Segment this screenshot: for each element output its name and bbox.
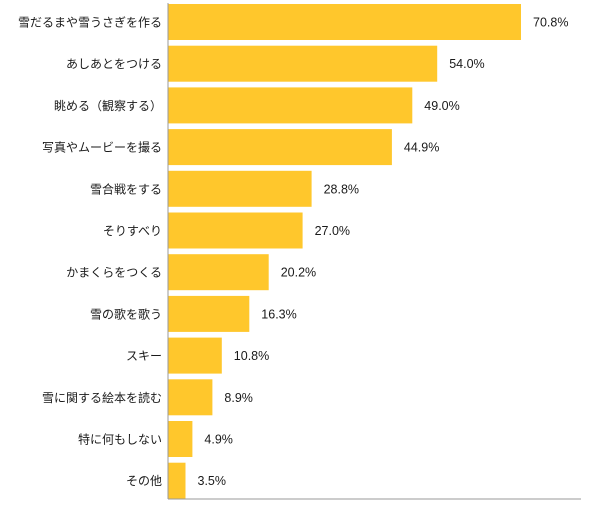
value-label: 54.0% <box>449 57 484 71</box>
value-label: 3.5% <box>198 474 227 488</box>
category-label: 雪に関する絵本を読む <box>42 390 162 405</box>
category-label: かまくらをつくる <box>66 266 162 280</box>
category-label: あしあとをつける <box>66 57 162 71</box>
value-label: 27.0% <box>315 224 350 238</box>
category-label: そりすべり <box>103 224 162 238</box>
bar <box>168 337 222 374</box>
value-label: 20.2% <box>281 266 316 280</box>
value-label: 8.9% <box>224 391 253 405</box>
category-label: 雪合戦をする <box>90 181 162 196</box>
value-label: 49.0% <box>424 99 459 113</box>
bar <box>168 170 312 207</box>
category-label: 雪だるまや雪うさぎを作る <box>18 16 162 30</box>
category-label: 眺める（観察する） <box>54 99 162 113</box>
category-label: その他 <box>126 474 162 488</box>
value-label: 28.8% <box>324 182 359 196</box>
category-label: 特に何もしない <box>78 432 162 447</box>
value-label: 70.8% <box>533 16 568 30</box>
value-label: 44.9% <box>404 141 439 155</box>
bar <box>168 295 250 332</box>
bar <box>168 212 303 249</box>
category-label: スキー <box>126 349 162 363</box>
category-label: 写真やムービーを撮る <box>42 141 162 155</box>
value-label: 10.8% <box>234 349 269 363</box>
bar <box>168 45 438 82</box>
bar <box>168 462 186 499</box>
bar <box>168 87 413 124</box>
value-label: 4.9% <box>204 433 233 447</box>
bar <box>168 421 193 457</box>
bar <box>168 129 392 166</box>
bar <box>168 379 213 416</box>
bar <box>168 4 521 40</box>
value-label: 16.3% <box>261 307 296 321</box>
category-label: 雪の歌を歌う <box>90 306 162 321</box>
bar <box>168 254 269 291</box>
